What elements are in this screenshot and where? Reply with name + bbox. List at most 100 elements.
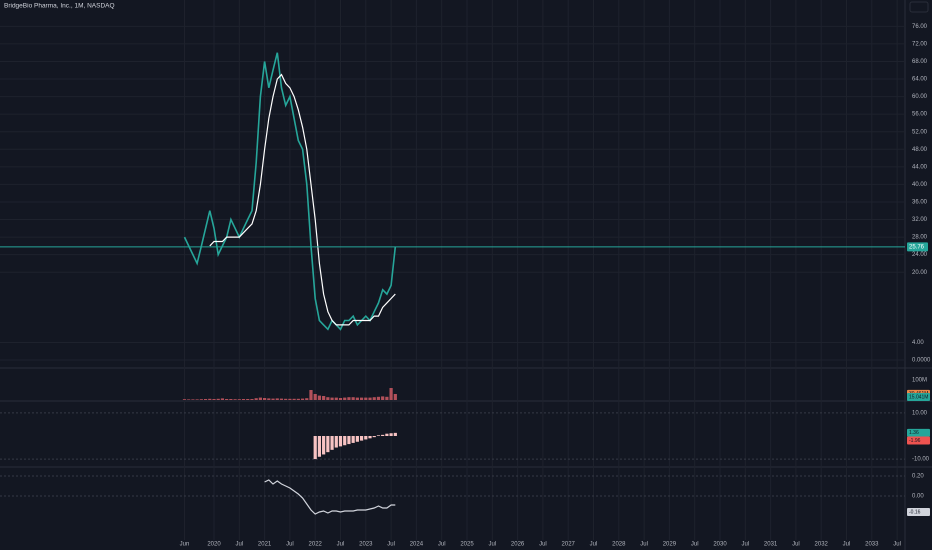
bar xyxy=(385,433,389,436)
bar xyxy=(237,399,241,400)
line xyxy=(264,479,396,515)
value-tag xyxy=(907,392,930,401)
y-tick-label: 76.00 xyxy=(912,24,928,30)
bar xyxy=(258,397,262,400)
price-tag xyxy=(907,242,928,252)
y-tick-label: 68.00 xyxy=(912,59,928,65)
x-tick-label: Jul xyxy=(235,542,243,548)
bar xyxy=(393,432,397,436)
bar xyxy=(279,398,284,400)
y-tick-label: 32.00 xyxy=(912,217,928,223)
bar xyxy=(376,435,381,436)
x-tick-label: Jul xyxy=(488,542,496,548)
bar xyxy=(385,396,389,400)
x-tick-label: Jul xyxy=(843,542,851,548)
x-tick-label: 2033 xyxy=(865,542,879,548)
bar xyxy=(317,395,322,400)
y-tick-label: 40.00 xyxy=(912,182,928,188)
bar xyxy=(359,397,364,400)
bar xyxy=(393,394,397,400)
bar xyxy=(317,436,322,457)
x-tick-label: Jun xyxy=(180,542,190,548)
bar xyxy=(334,397,338,400)
x-tick-label: 2022 xyxy=(309,542,323,548)
bar xyxy=(389,388,393,400)
x-tick-label: Jul xyxy=(539,542,547,548)
bar xyxy=(225,399,229,400)
bar xyxy=(334,436,338,448)
bar xyxy=(389,433,393,436)
bar xyxy=(284,398,288,400)
y-tick-label: 10.00 xyxy=(912,411,928,417)
y-tick-label: 24.00 xyxy=(912,252,928,258)
bar xyxy=(381,396,385,400)
bar xyxy=(343,436,347,446)
bar xyxy=(381,434,385,436)
y-tick-label: 0.0000 xyxy=(912,358,931,364)
price-scale xyxy=(905,0,932,550)
bar xyxy=(376,396,381,400)
chart-title: BridgeBio Pharma, Inc., 1M, NASDAQ xyxy=(4,3,115,10)
bar xyxy=(182,399,187,400)
value-tag-label: -0.16 xyxy=(909,509,921,515)
y-tick-label: 4.00 xyxy=(912,340,924,346)
bar xyxy=(216,398,220,400)
x-tick-label: Jul xyxy=(691,542,699,548)
y-tick-label: 64.00 xyxy=(912,77,928,83)
y-tick-label: 36.00 xyxy=(912,200,928,206)
bar xyxy=(263,398,267,400)
bar xyxy=(296,398,300,400)
x-tick-label: 2021 xyxy=(258,542,272,548)
bar xyxy=(305,398,309,400)
y-tick-label: 60.00 xyxy=(912,94,928,100)
settings-button[interactable] xyxy=(909,1,929,13)
y-tick-label: 72.00 xyxy=(912,41,928,47)
bar xyxy=(338,436,343,447)
y-tick-label: 20.00 xyxy=(912,270,928,276)
line xyxy=(183,52,397,331)
bar xyxy=(309,390,313,400)
bar xyxy=(208,398,212,400)
x-tick-label: Jul xyxy=(590,542,598,548)
y-tick-label: 56.00 xyxy=(912,112,928,118)
bar xyxy=(347,397,351,400)
y-tick-label: 44.00 xyxy=(912,164,928,170)
x-tick-label: 2026 xyxy=(511,542,525,548)
x-tick-label: 2031 xyxy=(764,542,778,548)
bar xyxy=(267,398,271,400)
bar xyxy=(364,436,368,440)
bar xyxy=(292,398,296,400)
x-tick-label: 2027 xyxy=(562,542,576,548)
price-tag-label: 25.76 xyxy=(909,244,925,250)
x-tick-label: Jul xyxy=(286,542,294,548)
value-tag xyxy=(907,428,930,437)
x-tick-label: Jul xyxy=(337,542,345,548)
x-tick-label: Jul xyxy=(893,542,901,548)
x-tick-label: 2023 xyxy=(359,542,373,548)
y-tick-label: 0.20 xyxy=(912,474,924,480)
bar xyxy=(326,397,330,400)
bar xyxy=(330,397,334,400)
x-tick-label: 2032 xyxy=(815,542,829,548)
bar xyxy=(313,436,317,460)
bar xyxy=(250,399,254,400)
bar xyxy=(233,399,237,400)
bar xyxy=(322,436,326,455)
y-tick-label: -10.00 xyxy=(912,457,930,463)
bar xyxy=(229,399,233,400)
bar xyxy=(351,436,355,443)
x-tick-label: Jul xyxy=(387,542,395,548)
value-tag-label: -1.96 xyxy=(909,438,921,444)
value-tag-label: 1.36 xyxy=(909,430,919,436)
bar xyxy=(351,397,355,400)
bar xyxy=(355,436,359,442)
bar xyxy=(368,436,372,439)
bar xyxy=(359,436,364,441)
bar xyxy=(191,399,195,400)
bar xyxy=(326,436,330,453)
y-tick-label: 0.00 xyxy=(912,494,924,500)
bar xyxy=(322,396,326,400)
x-tick-label: Jul xyxy=(792,542,800,548)
